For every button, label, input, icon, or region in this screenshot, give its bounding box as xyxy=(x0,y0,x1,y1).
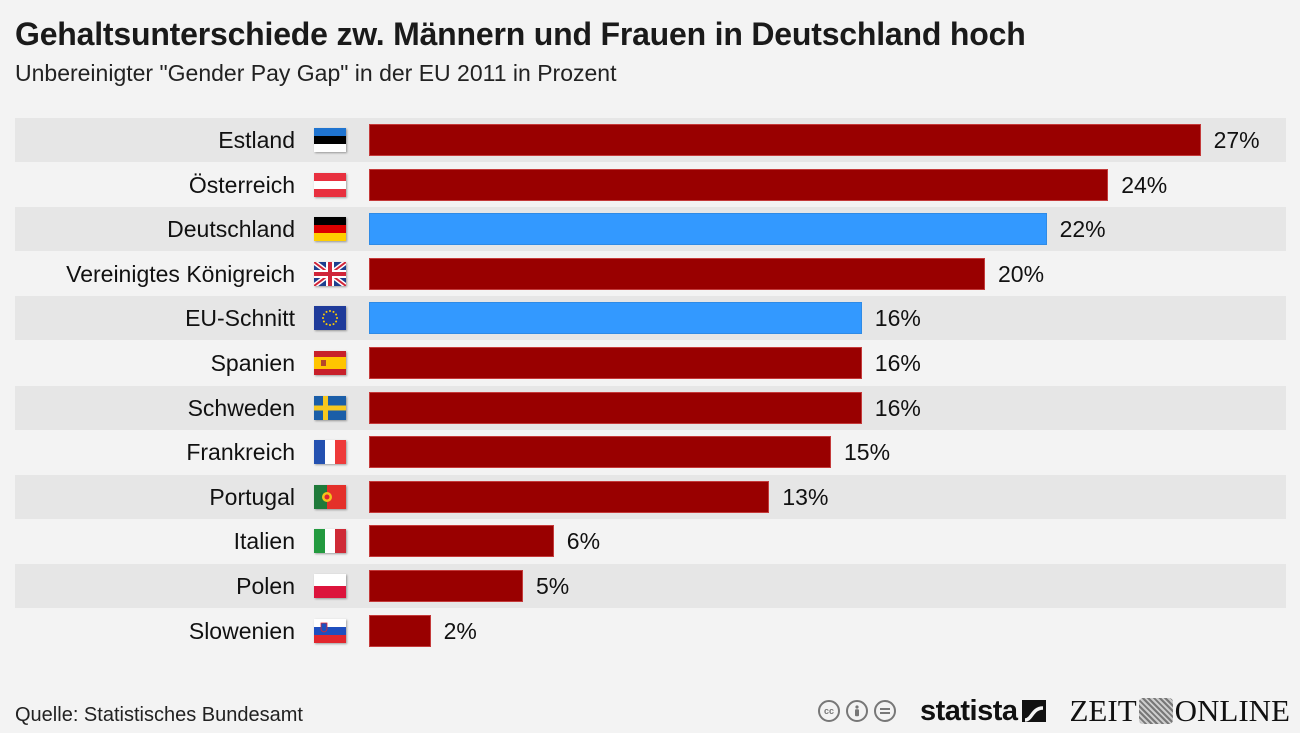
category-label: Schweden xyxy=(187,394,295,421)
category-label: Vereinigtes Königreich xyxy=(66,260,295,287)
france-flag-icon xyxy=(314,440,346,465)
category-label: Slowenien xyxy=(188,617,295,644)
bar xyxy=(369,257,985,290)
category-label: Österreich xyxy=(188,171,295,198)
category-label: Frankreich xyxy=(186,439,295,466)
category-label: Spanien xyxy=(210,350,295,376)
bar xyxy=(369,302,862,335)
value-label: 16% xyxy=(874,394,921,421)
uk-flag-icon xyxy=(314,261,346,286)
cc-label: cc xyxy=(823,706,834,716)
category-label: Estland xyxy=(218,127,295,153)
zeit-crest-icon xyxy=(1138,698,1173,724)
bar xyxy=(369,436,831,469)
eu-flag-icon xyxy=(314,306,346,331)
bar xyxy=(369,525,554,558)
value-label: 27% xyxy=(1213,127,1260,153)
value-label: 20% xyxy=(998,260,1045,287)
category-label: Polen xyxy=(236,573,295,599)
title: Gehaltsunterschiede zw. Männern und Frau… xyxy=(15,16,1026,52)
value-label: 22% xyxy=(1059,216,1106,243)
bar xyxy=(369,570,523,602)
poland-flag-icon xyxy=(314,574,346,598)
sweden-flag-icon xyxy=(314,395,346,420)
statista-logo: statista xyxy=(920,695,1046,728)
value-label: 6% xyxy=(566,528,601,555)
bar xyxy=(369,124,1201,156)
value-label: 16% xyxy=(874,305,921,332)
estonia-flag-icon xyxy=(314,128,346,152)
value-label: 2% xyxy=(443,617,477,644)
portugal-flag-icon xyxy=(314,484,346,509)
spain-flag-icon xyxy=(314,351,346,375)
bar xyxy=(369,391,862,424)
zeit-wordmark-right: ONLINE xyxy=(1174,693,1290,728)
by-person-icon xyxy=(845,700,868,722)
category-label: Deutschland xyxy=(167,216,295,243)
subtitle: Unbereinigter "Gender Pay Gap" in der EU… xyxy=(15,60,617,86)
statista-mark-icon xyxy=(1021,700,1046,722)
bar xyxy=(369,347,862,379)
row-band xyxy=(15,519,1286,563)
zeit-online-logo: ZEIT ONLINE xyxy=(1070,693,1291,729)
italy-flag-icon xyxy=(314,529,346,554)
value-label: 24% xyxy=(1121,171,1168,198)
bar xyxy=(369,168,1109,201)
value-label: 15% xyxy=(844,439,891,466)
value-label: 13% xyxy=(782,483,829,510)
germany-flag-icon xyxy=(314,217,346,242)
bar xyxy=(369,614,431,647)
footer-branding: cc statista ZEIT ONLINE xyxy=(817,693,1291,729)
slovenia-flag-icon xyxy=(314,618,346,643)
value-label: 5% xyxy=(536,573,570,599)
category-label: EU-Schnitt xyxy=(185,305,295,332)
category-label: Italien xyxy=(233,528,295,555)
cc-icon: cc xyxy=(817,700,840,722)
bar xyxy=(369,480,770,513)
category-label: Portugal xyxy=(209,483,295,510)
nd-equals-icon xyxy=(873,700,896,722)
row-band xyxy=(15,564,1286,608)
bar xyxy=(369,213,1047,246)
value-label: 16% xyxy=(874,350,921,376)
austria-flag-icon xyxy=(314,172,346,197)
zeit-wordmark-left: ZEIT xyxy=(1069,693,1137,728)
statista-wordmark: statista xyxy=(919,694,1018,727)
source-note: Quelle: Statistisches Bundesamt xyxy=(15,704,303,726)
